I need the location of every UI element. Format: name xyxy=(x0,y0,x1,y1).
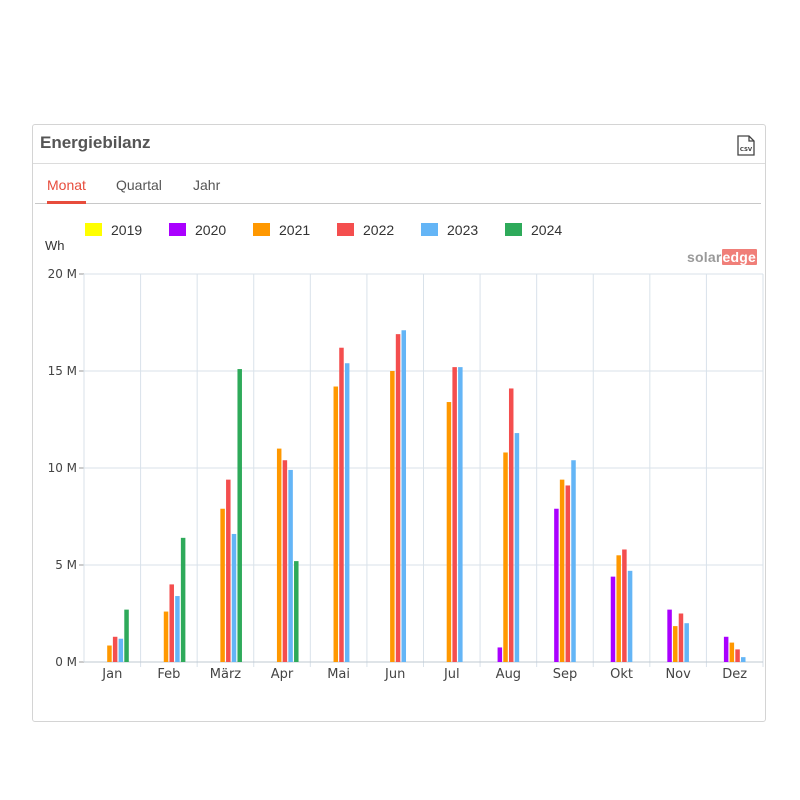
energy-balance-panel: Energiebilanz CSV Monat Quartal Jahr 201… xyxy=(32,124,766,722)
panel-header: Energiebilanz CSV xyxy=(33,125,765,164)
bar-2023-Jan xyxy=(118,638,124,662)
bar-2021-Jul xyxy=(446,402,452,662)
legend-swatch-2023 xyxy=(421,223,438,236)
bar-2023-Feb xyxy=(175,596,180,662)
csv-export-button[interactable]: CSV xyxy=(737,135,755,156)
x-tick-label: Dez xyxy=(722,667,747,682)
bar-2022-Okt xyxy=(622,549,627,662)
legend-label-2023: 2023 xyxy=(447,222,479,238)
bar-2024-März xyxy=(237,369,242,662)
brand-part-2: edge xyxy=(721,249,757,265)
period-tabs: Monat Quartal Jahr xyxy=(35,163,761,204)
legend-label-2022: 2022 xyxy=(363,222,395,238)
bar-2023-Aug xyxy=(514,433,520,662)
bar-2023-Sep xyxy=(571,460,576,662)
y-tick-label: 20 M xyxy=(48,267,77,281)
bar-2020-Okt xyxy=(610,576,616,662)
bar-2021-Mai xyxy=(333,386,339,662)
bar-2022-Apr xyxy=(282,460,288,662)
bar-2022-Feb xyxy=(169,584,174,662)
bar-2022-Aug xyxy=(508,388,514,662)
solaredge-logo: solaredge xyxy=(687,249,757,265)
bar-2022-Dez xyxy=(735,649,740,662)
brand-part-1: solar xyxy=(687,249,722,265)
y-tick-label: 0 M xyxy=(55,655,77,669)
y-tick-label: 5 M xyxy=(55,558,77,572)
x-tick-label: Nov xyxy=(665,667,691,682)
bar-2021-Okt xyxy=(616,555,621,662)
bar-2020-Nov xyxy=(667,609,672,662)
bar-2021-Aug xyxy=(503,452,508,662)
x-tick-label: Okt xyxy=(610,667,633,682)
csv-file-icon: CSV xyxy=(737,135,755,156)
y-tick-label: 15 M xyxy=(48,364,77,378)
energy-bar-chart: 0 M 5 M 10 M 15 M 20 M Jan Feb März Apr Mai Jun Jul… xyxy=(48,267,764,682)
bar-2020-Dez xyxy=(723,636,729,662)
x-tick-label: März xyxy=(210,667,242,682)
x-tick-label: Jan xyxy=(101,667,122,682)
bar-2021-Jan xyxy=(107,645,112,662)
bar-2020-Aug xyxy=(497,647,503,662)
bar-2023-März xyxy=(231,533,237,662)
legend-swatch-2021 xyxy=(253,223,270,236)
bar-2021-Sep xyxy=(559,479,565,662)
tab-quartal[interactable]: Quartal xyxy=(116,177,162,193)
x-tick-label: Jul xyxy=(443,667,460,682)
bar-2024-Feb xyxy=(180,537,186,662)
legend-label-2019: 2019 xyxy=(111,222,143,238)
bar-2023-Jun xyxy=(401,330,407,662)
bar-2022-Mai xyxy=(339,347,344,662)
bar-2022-Jul xyxy=(452,367,457,662)
bar-2023-Dez xyxy=(741,657,746,662)
bar-2021-Apr xyxy=(276,448,282,662)
bar-2023-Jul xyxy=(458,367,463,662)
tab-jahr[interactable]: Jahr xyxy=(193,177,221,193)
bar-2022-Jun xyxy=(395,334,401,662)
x-tick-label: Feb xyxy=(157,667,180,682)
x-tick-label: Aug xyxy=(496,667,521,682)
x-tick-label: Mai xyxy=(327,667,350,682)
legend-label-2021: 2021 xyxy=(279,222,311,238)
panel-title: Energiebilanz xyxy=(40,133,151,152)
bar-2022-Sep xyxy=(565,485,571,662)
legend-swatch-2019 xyxy=(85,223,102,236)
bar-2023-Okt xyxy=(627,570,633,662)
bar-2023-Mai xyxy=(344,363,350,662)
bar-2024-Jan xyxy=(124,609,129,662)
bar-2021-März xyxy=(220,508,225,662)
bar-2022-Jan xyxy=(112,636,118,662)
bar-2021-Dez xyxy=(729,642,735,662)
bar-2023-Nov xyxy=(684,623,689,662)
y-tick-label: 10 M xyxy=(48,461,77,475)
y-axis-unit-label: Wh xyxy=(45,238,65,253)
x-tick-label: Apr xyxy=(271,667,294,682)
bar-2020-Sep xyxy=(554,508,559,662)
legend-swatch-2024 xyxy=(505,223,522,236)
bar-2021-Nov xyxy=(673,626,678,662)
bar-2021-Jun xyxy=(390,371,395,662)
bar-2021-Feb xyxy=(163,611,169,662)
legend-label-2020: 2020 xyxy=(195,222,227,238)
bar-2024-Apr xyxy=(294,561,299,662)
legend-swatch-2020 xyxy=(169,223,186,236)
legend-swatch-2022 xyxy=(337,223,354,236)
x-tick-label: Sep xyxy=(553,667,578,682)
tab-monat[interactable]: Monat xyxy=(47,177,86,204)
bar-2023-Apr xyxy=(288,469,293,662)
bar-2022-März xyxy=(226,479,231,662)
svg-text:CSV: CSV xyxy=(740,147,753,153)
legend-label-2024: 2024 xyxy=(531,222,563,238)
x-tick-label: Jun xyxy=(384,667,405,682)
bar-2022-Nov xyxy=(678,613,684,662)
